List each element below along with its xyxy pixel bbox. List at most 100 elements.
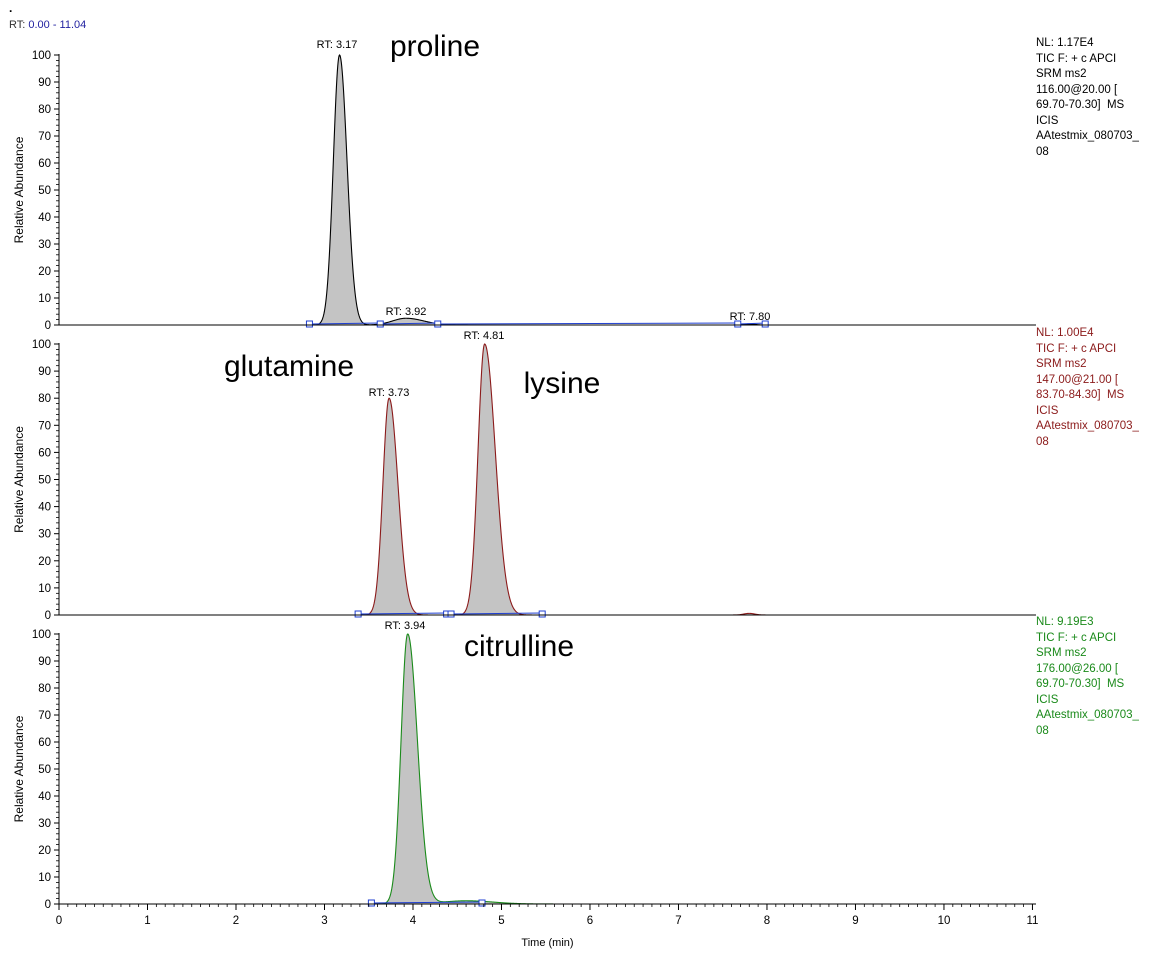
panel-2-info-line: SRM ms2 (1036, 358, 1087, 370)
panel-1-integration-line (737, 322, 766, 325)
panel-1-y-tick-label: 70 (38, 131, 51, 143)
x-tick-label: 11 (1026, 915, 1038, 927)
panel-3-y-tick-label: 90 (38, 656, 51, 668)
panel-3-y-tick-label: 60 (38, 737, 51, 749)
x-tick-label: 3 (321, 915, 327, 927)
panel-1-info-line: 116.00@20.00 [ (1036, 83, 1118, 96)
panel-1-y-tick-label: 90 (38, 77, 51, 89)
panel-2-compound-annotation: lysine (524, 367, 601, 400)
panel-3-y-label: Relative Abundance (12, 715, 26, 822)
panel-1-y-tick-label: 10 (38, 293, 51, 305)
panel-2-y-tick-label: 90 (38, 366, 51, 378)
panel-1-peak-area (59, 55, 1036, 325)
panel-3-y-tick-label: 0 (45, 899, 51, 911)
panel-2-info-line: TIC F: + c APCI (1036, 342, 1117, 355)
panel-3-y-tick-label: 80 (38, 683, 51, 695)
panel-3-y-tick-label: 10 (38, 872, 51, 884)
panel-2-baseline-marker (447, 610, 455, 618)
panel-1-y-tick-label: 30 (38, 239, 51, 251)
panel-1-info-line: ICIS (1036, 114, 1059, 127)
panel-1-integration-line (380, 322, 438, 325)
header-mark: . (9, 1, 13, 15)
panel-1-y-tick-label: 20 (38, 266, 51, 278)
panel-2-y-tick-label: 80 (38, 393, 51, 405)
panel-1-y-tick-label: 0 (45, 320, 51, 332)
panel-2-y-tick-label: 40 (38, 502, 51, 514)
panel-1-y-tick-label: 40 (38, 212, 51, 224)
panel-3-y-tick-label: 70 (38, 710, 51, 722)
panel-2-info-line: 147.00@21.00 [ (1036, 373, 1119, 386)
panel-2-baseline-marker (354, 610, 362, 618)
panel-1-compound-annotation: proline (390, 30, 480, 63)
panel-3-info-line: TIC F: + c APCI (1036, 631, 1117, 644)
x-axis-label: Time (min) (521, 937, 573, 949)
panel-1-baseline-marker (305, 320, 313, 328)
panel-1-baseline-marker (734, 320, 742, 328)
panel-3-info-line: SRM ms2 (1036, 647, 1087, 659)
panel-2-peak-label: RT: 4.81 (464, 330, 505, 342)
panel-3-y-tick-label: 100 (32, 629, 51, 641)
panel-2-y-label: Relative Abundance (12, 426, 26, 533)
panel-2-y-tick-label: 30 (38, 529, 51, 541)
rt-range-value: 0.00 - 11.04 (28, 19, 87, 31)
x-tick-label: 1 (144, 915, 150, 927)
panel-3-baseline-marker (367, 899, 375, 907)
panel-2-y-tick-label: 100 (32, 339, 51, 351)
panel-2-compound-annotation: glutamine (224, 350, 354, 383)
panel-1-baseline-marker (761, 320, 769, 328)
panel-1-info-line: TIC F: + c APCI (1036, 52, 1117, 65)
panel-1-integration-line (309, 322, 381, 325)
panel-2-y-tick-label: 50 (38, 475, 51, 487)
panel-1-y-label: Relative Abundance (12, 136, 26, 243)
panel-1-y-tick-label: 50 (38, 185, 51, 197)
panel-1-info-line: 08 (1036, 145, 1049, 158)
panel-2-integration-line (358, 612, 447, 615)
panel-3-info-line: 69.70-70.30] MS (1036, 678, 1125, 690)
rt-range-prefix: RT: (9, 19, 29, 31)
panel-1-trace (59, 54, 1036, 326)
panel-1-y-tick-label: 60 (38, 158, 51, 170)
panel-1-info-line: SRM ms2 (1036, 68, 1087, 80)
panel-2-y-tick-label: 0 (45, 610, 51, 622)
panel-1-info-block: NL: 1.17E4 TIC F: + c APCI SRM ms2 116.00@2… (1036, 36, 1158, 160)
panel-3-peak-area (59, 634, 1036, 904)
panel-3-info-line: NL: 9.19E3 (1036, 616, 1094, 628)
x-tick-label: 4 (410, 915, 417, 927)
panel-2-y-tick-label: 60 (38, 447, 51, 459)
x-tick-label: 0 (56, 915, 62, 927)
x-tick-label: 6 (587, 915, 593, 927)
panel-1-info-line: NL: 1.17E4 (1036, 37, 1094, 49)
panel-3-trace (59, 633, 1036, 905)
panel-1-peak-label: RT: 3.17 (317, 39, 358, 51)
panel-2-peak-label: RT: 3.73 (369, 387, 410, 399)
panel-1-peak-label: RT: 7.80 (730, 311, 771, 323)
panel-3-y-tick-label: 30 (38, 818, 51, 830)
panel-3-integration-line (371, 901, 483, 904)
panel-1-y-tick-label: 100 (32, 50, 51, 62)
x-tick-label: 2 (233, 915, 239, 927)
panel-2-y-tick-label: 10 (38, 583, 51, 595)
x-tick-label: 8 (764, 915, 770, 927)
panel-2-info-line: 08 (1036, 435, 1049, 448)
panel-3-info-line: 176.00@26.00 [ (1036, 662, 1119, 675)
panel-1-info-line: 69.70-70.30] MS (1036, 99, 1125, 111)
panel-3-compound-annotation: citrulline (464, 630, 574, 663)
panel-2-info-line: ICIS (1036, 404, 1059, 417)
panel-1-info-line: AAtestmix_080703_ (1036, 130, 1139, 142)
panel-2-info-line: 83.70-84.30] MS (1036, 389, 1125, 401)
panel-3-info-line: AAtestmix_080703_ (1036, 709, 1139, 721)
panel-3-peak-label: RT: 3.94 (385, 620, 426, 632)
panel-1-integration-line (437, 322, 738, 325)
x-tick-label: 9 (852, 915, 858, 927)
panel-1-y-tick-label: 80 (38, 104, 51, 116)
panel-2-info-line: NL: 1.00E4 (1036, 327, 1094, 339)
panel-1-baseline-marker (434, 320, 442, 328)
panel-3-y-tick-label: 20 (38, 845, 51, 857)
panel-3-baseline-marker (478, 899, 486, 907)
panel-2-info-block: NL: 1.00E4 TIC F: + c APCI SRM ms2 147.00@2… (1036, 326, 1158, 450)
panel-2-integration-line (451, 612, 543, 615)
panel-1-peak-label: RT: 3.92 (386, 306, 427, 318)
panel-1-baseline-marker (376, 320, 384, 328)
